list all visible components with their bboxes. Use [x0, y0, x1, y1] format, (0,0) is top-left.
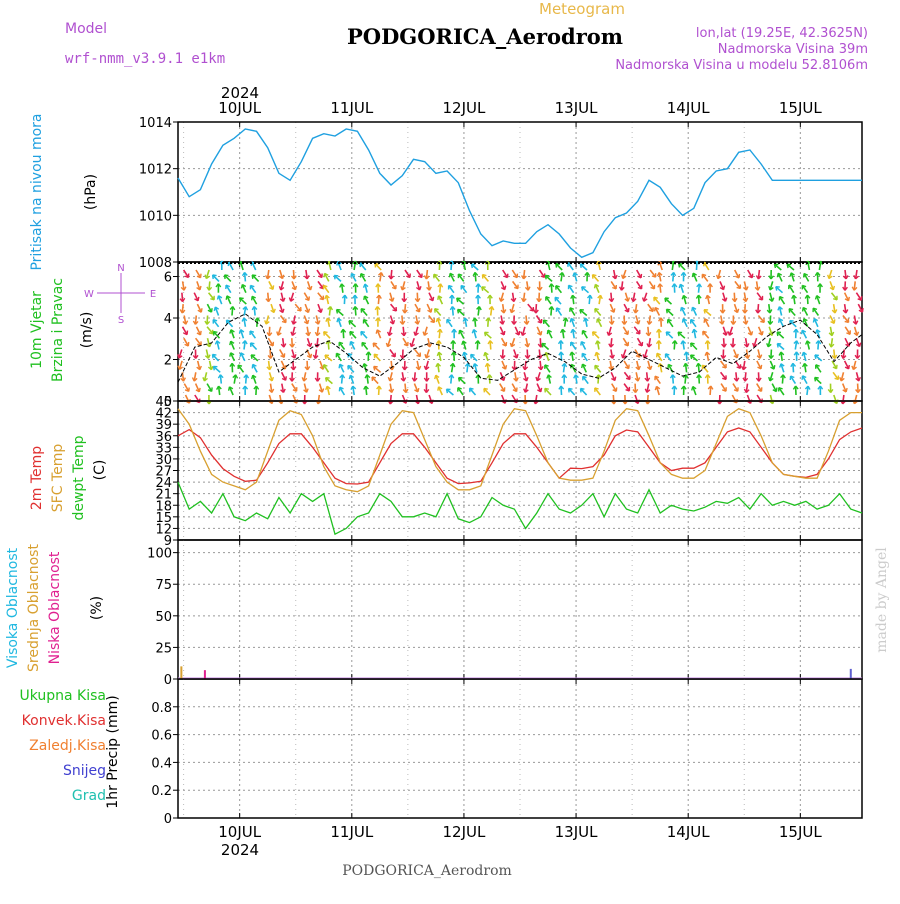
y-tick-label: 0 — [164, 812, 172, 827]
y-tick-label: 1010 — [139, 209, 172, 224]
model-elevation-text: Nadmorska Visina u modelu 52.8106m — [615, 58, 868, 73]
footer-station: PODGORICA_Aerodrom — [342, 863, 512, 879]
y-tick-label: 1012 — [139, 163, 172, 178]
dewpt-ylabel: dewpt Temp — [71, 435, 87, 520]
pressure-ylabel: Pritisak na nivou mora — [29, 113, 45, 270]
y-axis-titles: N W E S Pritisak na nivou mora (hPa) 10m Vjeta… — [5, 113, 156, 808]
y-tick-label: 2 — [164, 354, 172, 369]
cloud-panel: 0 25 50 75 100 — [147, 540, 862, 688]
lonlat-text: lon,lat (19.25E, 42.3625N) — [696, 26, 868, 41]
watermark: made by Angel — [874, 547, 890, 653]
wind-key-s: S — [118, 315, 124, 326]
x-tick-label-bottom: 13JUL — [555, 823, 598, 841]
model-name: wrf-nmm_v3.9.1 e1km — [65, 51, 225, 67]
x-tick-label-bottom: 15JUL — [779, 823, 822, 841]
y-tick-label: 1014 — [139, 116, 172, 131]
temp2m-ylabel: 2m Temp — [29, 446, 45, 510]
precip-ylabel: 1hr Precip (mm) — [105, 695, 121, 808]
model-label: Model — [65, 21, 107, 37]
high-cloud-ylabel: Visoka Oblacnost — [5, 547, 21, 668]
y-tick-label: 0.4 — [151, 756, 172, 771]
y-tick-label: 50 — [155, 610, 172, 625]
y-tick-label: 6 — [164, 271, 172, 286]
cloud-unit: (%) — [89, 596, 105, 620]
y-tick-label: 0.2 — [151, 784, 172, 799]
wind-key-n: N — [117, 263, 124, 274]
x-tick-label-top: 15JUL — [779, 99, 822, 117]
cloud-bar — [204, 670, 206, 679]
x-tick-label-top: 10JUL — [218, 99, 261, 117]
pressure-unit: (hPa) — [83, 174, 99, 210]
y-tick-label: 25 — [155, 641, 172, 656]
pressure-line — [178, 129, 862, 257]
legend-total-precip: Ukupna Kisa — [19, 688, 106, 704]
x-tick-label-top: 13JUL — [555, 99, 598, 117]
wind-unit: (m/s) — [79, 312, 95, 349]
cloud-bar — [180, 666, 182, 679]
wind-ylabel-2: Brzina i Pravac — [50, 278, 66, 382]
wind-ylabel-1: 10m Vjetar — [29, 291, 45, 369]
y-tick-label: 1008 — [139, 256, 172, 271]
low-cloud-ylabel: Niska Oblacnost — [47, 551, 63, 664]
legend-snow: Snijeg — [63, 763, 106, 779]
y-tick-label: 0.8 — [151, 701, 172, 716]
temp-unit: (C) — [92, 460, 108, 481]
x-tick-label-top: 14JUL — [667, 99, 710, 117]
x-tick-label-top: 11JUL — [330, 99, 373, 117]
cloud-bar — [850, 669, 852, 679]
y-tick-label: 0 — [164, 673, 172, 688]
legend-graupel: Grad — [72, 788, 106, 804]
y-tick-label: 45 — [155, 395, 172, 410]
y-tick-label: 4 — [164, 312, 172, 327]
station-title: PODGORICA_Aerodrom — [347, 24, 623, 49]
mid-cloud-ylabel: Srednja Oblacnost — [26, 544, 42, 672]
y-tick-label: 0.6 — [151, 729, 172, 744]
x-tick-label-bottom: 14JUL — [667, 823, 710, 841]
precip-panel: 0 0.2 0.4 0.6 0.8 — [151, 679, 862, 827]
sfc-temp-ylabel: SFC Temp — [50, 444, 66, 513]
wind-key-e: E — [150, 289, 156, 300]
x-tick-label-bottom: 11JUL — [330, 823, 373, 841]
meteogram-label: Meteogram — [539, 0, 625, 18]
legend-conv-precip: Konvek.Kisa — [22, 713, 106, 729]
y-tick-label: 100 — [147, 547, 172, 562]
pressure-panel: 1008 1010 1012 1014 — [139, 116, 862, 271]
x-tick-label-bottom: 10JUL — [218, 823, 261, 841]
legend-frozen-precip: Zaledj.Kisa — [29, 738, 106, 754]
year-bottom: 2024 — [221, 841, 259, 859]
x-tick-label-bottom: 12JUL — [443, 823, 486, 841]
wind-key-w: W — [84, 289, 94, 300]
elevation-text: Nadmorska Visina 39m — [718, 42, 868, 57]
x-tick-label-top: 12JUL — [443, 99, 486, 117]
y-tick-label: 75 — [155, 578, 172, 593]
